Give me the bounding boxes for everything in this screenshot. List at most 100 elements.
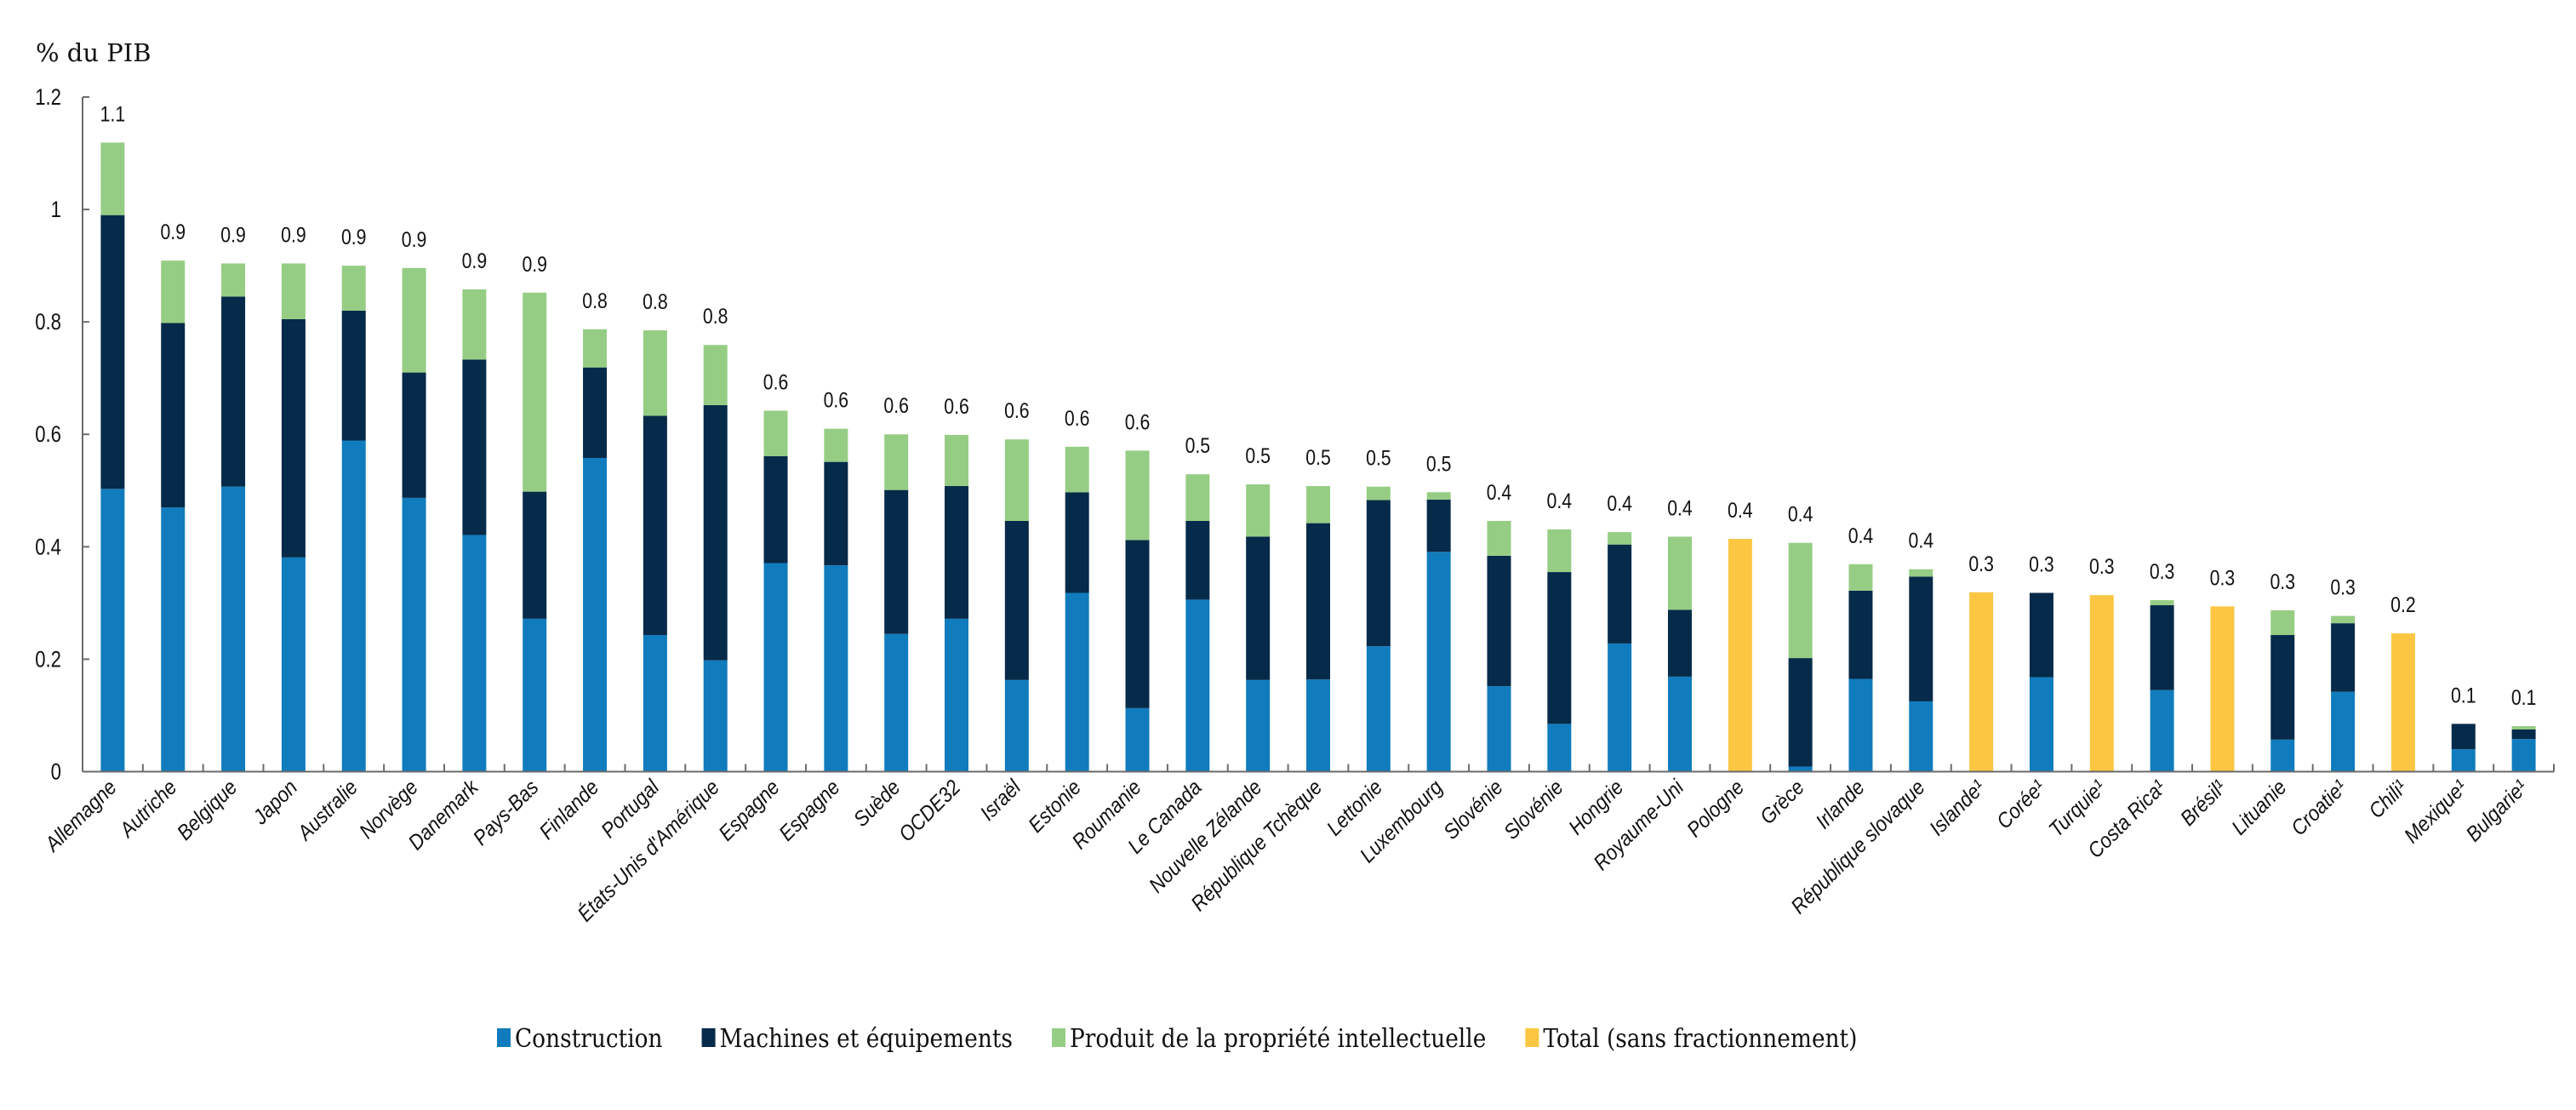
value-label: 1.1 <box>100 102 126 126</box>
x-tick-label: Pologne <box>1682 775 1749 842</box>
bar-segment-produit-de-la-propri-t-intellectuelle <box>161 260 186 323</box>
bar-stack <box>2210 606 2235 772</box>
bar-segment-construction <box>1547 724 1572 772</box>
bar-segment-construction <box>1788 766 1813 772</box>
bar-segment-machines-et-quipements <box>402 372 426 498</box>
bar-stack <box>1728 539 1752 772</box>
bar-stack <box>2511 726 2536 772</box>
bar-stack <box>281 263 306 772</box>
bar-stack <box>1788 542 1813 772</box>
bar-segment-construction <box>100 489 125 772</box>
bar-segment-construction <box>583 457 608 772</box>
value-label: 0.5 <box>1185 434 1211 458</box>
bar-segment-construction <box>1909 701 1933 772</box>
bar-segment-produit-de-la-propri-t-intellectuelle <box>523 292 547 492</box>
x-tick-label: Israël <box>975 775 1025 825</box>
bar-segment-construction <box>2331 691 2356 772</box>
bar-segment-produit-de-la-propri-t-intellectuelle <box>824 428 848 462</box>
value-label: 0.9 <box>220 223 246 247</box>
bar-segment-construction <box>1306 679 1330 772</box>
bar-segment-machines-et-quipements <box>1306 523 1330 680</box>
value-labels-group: 1.1 0.9 0.9 0.9 0.9 0.9 0.9 0.9 0.8 0.8 0.8 0.6 0.6 0… <box>100 102 2537 710</box>
value-label: 0.4 <box>1547 489 1573 512</box>
value-label: 0.9 <box>281 223 306 247</box>
bar-segment-construction <box>703 660 728 772</box>
bar-stack <box>1065 446 1089 772</box>
bar-stack <box>1848 564 1873 772</box>
value-label: 0.5 <box>1366 446 1391 470</box>
bar-segment-construction <box>341 440 366 772</box>
y-axis: 0 0.2 0.4 0.6 0.8 1 1.2 <box>35 85 89 785</box>
bar-segment-construction <box>2029 677 2053 772</box>
bar-segment-produit-de-la-propri-t-intellectuelle <box>462 289 487 360</box>
bar-segment-machines-et-quipements <box>523 491 547 619</box>
bar-segment-construction <box>2270 739 2295 772</box>
bar-segment-machines-et-quipements <box>341 310 366 441</box>
value-label: 0.8 <box>703 305 728 329</box>
legend-swatch <box>497 1028 511 1047</box>
bar-stack <box>703 345 728 772</box>
value-label: 0.3 <box>2089 555 2115 579</box>
value-label: 0.9 <box>462 249 488 272</box>
bar-segment-construction <box>161 507 186 772</box>
bar-segment-machines-et-quipements <box>945 486 969 619</box>
bar-segment-produit-de-la-propri-t-intellectuelle <box>583 329 608 368</box>
bar-segment-construction <box>945 618 969 772</box>
bar-segment-machines-et-quipements <box>462 359 487 535</box>
x-tick-label: Slovénie <box>1499 775 1568 844</box>
bar-segment-machines-et-quipements <box>100 215 125 489</box>
bar-segment-construction <box>824 565 848 772</box>
value-label: 0.9 <box>341 225 367 249</box>
y-tick-label: 0.4 <box>35 535 61 560</box>
legend-item: Construction <box>497 1023 663 1053</box>
bar-segment-produit-de-la-propri-t-intellectuelle <box>1848 564 1873 591</box>
bar-segment-produit-de-la-propri-t-intellectuelle <box>1547 529 1572 573</box>
bar-segment-construction <box>1608 643 1632 772</box>
bar-stack <box>462 289 487 772</box>
bar-stack <box>161 260 186 772</box>
x-tick-label: Mexique¹ <box>2400 775 2473 849</box>
bar-segment-produit-de-la-propri-t-intellectuelle <box>1909 569 1933 577</box>
legend-swatch <box>1525 1028 1539 1047</box>
value-label: 0.6 <box>1065 406 1090 430</box>
bar-segment-machines-et-quipements <box>1185 520 1210 600</box>
value-label: 0.6 <box>1125 410 1151 434</box>
value-label: 0.8 <box>643 289 668 313</box>
bar-segment-machines-et-quipements <box>1426 499 1451 552</box>
legend: Construction Machines et équipements Produ… <box>497 1023 1857 1053</box>
value-label: 0.4 <box>1909 529 1934 552</box>
x-tick-label: Corée¹ <box>1992 775 2051 834</box>
bar-segment-machines-et-quipements <box>643 415 667 636</box>
bar-stack <box>763 410 788 772</box>
bar-segment-construction <box>1065 592 1089 772</box>
bar-stack <box>1185 474 1210 772</box>
legend-label: Total (sans fractionnement) <box>1543 1023 1857 1053</box>
x-tick-label: Chili¹ <box>2364 775 2412 823</box>
bar-segment-machines-et-quipements <box>1547 572 1572 724</box>
bar-segment-machines-et-quipements <box>763 456 788 564</box>
value-label: 0.5 <box>1305 445 1331 469</box>
bar-segment-construction <box>221 486 246 772</box>
value-label: 0.5 <box>1245 443 1271 467</box>
y-tick-label: 1 <box>51 197 61 223</box>
bar-segment-machines-et-quipements <box>1487 555 1511 687</box>
x-tick-label: Autriche <box>114 775 182 844</box>
x-tick-label: Pays-Bas <box>469 775 544 850</box>
bar-stack <box>884 434 909 772</box>
bar-segment-produit-de-la-propri-t-intellectuelle <box>884 434 909 490</box>
x-tick-label: Bulgarie¹ <box>2461 775 2533 847</box>
bar-segment-produit-de-la-propri-t-intellectuelle <box>1125 450 1150 541</box>
y-axis-title: % du PIB <box>36 38 151 67</box>
bar-stack <box>2150 600 2174 772</box>
value-label: 0.9 <box>160 220 186 244</box>
bar-segment-total-sans-fractionnement <box>1728 539 1752 772</box>
bar-segment-construction <box>1366 646 1391 772</box>
x-tick-label: Irlande <box>1811 775 1870 834</box>
value-label: 0.3 <box>1968 552 1994 575</box>
bar-segment-total-sans-fractionnement <box>1969 592 1994 772</box>
bar-segment-total-sans-fractionnement <box>2210 606 2235 772</box>
x-tick-label: Espagne <box>774 775 845 846</box>
bar-stack <box>1969 592 1994 772</box>
legend-label: Construction <box>515 1023 663 1053</box>
bar-stack <box>2451 724 2476 772</box>
